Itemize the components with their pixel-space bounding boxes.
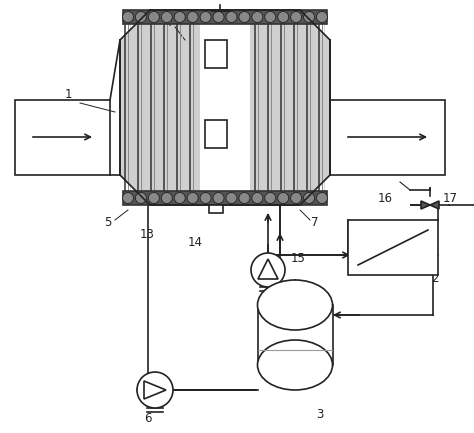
Circle shape: [213, 193, 224, 204]
Bar: [209, 205, 223, 213]
Circle shape: [137, 372, 173, 408]
Polygon shape: [120, 10, 330, 205]
Circle shape: [122, 12, 134, 23]
Text: 15: 15: [291, 252, 305, 265]
Polygon shape: [144, 381, 166, 399]
Circle shape: [213, 12, 224, 23]
Circle shape: [252, 12, 263, 23]
Circle shape: [239, 12, 250, 23]
Circle shape: [174, 193, 185, 204]
Bar: [205, 40, 227, 68]
Bar: [123, 10, 327, 24]
Circle shape: [187, 12, 198, 23]
Text: 3: 3: [316, 408, 324, 421]
Circle shape: [161, 12, 173, 23]
Bar: [205, 120, 227, 148]
Text: 1: 1: [64, 88, 72, 101]
Text: 4: 4: [164, 16, 172, 29]
Circle shape: [148, 193, 159, 204]
Circle shape: [278, 193, 289, 204]
Circle shape: [161, 193, 173, 204]
Polygon shape: [430, 201, 439, 209]
Circle shape: [265, 12, 276, 23]
Circle shape: [251, 253, 285, 287]
Circle shape: [291, 193, 301, 204]
Circle shape: [317, 193, 328, 204]
Bar: [200, 10, 250, 205]
Circle shape: [200, 193, 211, 204]
Circle shape: [122, 193, 134, 204]
Circle shape: [303, 12, 315, 23]
Polygon shape: [421, 201, 430, 209]
Circle shape: [200, 12, 211, 23]
Circle shape: [291, 12, 301, 23]
Circle shape: [136, 193, 146, 204]
Ellipse shape: [257, 340, 332, 390]
Text: 7: 7: [311, 216, 319, 229]
Text: 6: 6: [144, 411, 152, 424]
Circle shape: [239, 193, 250, 204]
Bar: [123, 191, 327, 205]
Text: 13: 13: [139, 229, 155, 242]
Text: 14: 14: [188, 236, 202, 249]
Circle shape: [187, 193, 198, 204]
Polygon shape: [258, 259, 278, 279]
Text: 13: 13: [246, 9, 260, 22]
Text: 16: 16: [377, 191, 392, 204]
Bar: [258, 305, 333, 365]
Circle shape: [303, 193, 315, 204]
Circle shape: [174, 12, 185, 23]
Bar: [330, 100, 445, 175]
Circle shape: [226, 12, 237, 23]
Bar: [15, 100, 110, 175]
Circle shape: [278, 12, 289, 23]
Circle shape: [317, 12, 328, 23]
Text: 5: 5: [104, 216, 112, 229]
Text: 17: 17: [443, 191, 457, 204]
Circle shape: [252, 193, 263, 204]
Bar: [348, 220, 438, 275]
Circle shape: [265, 193, 276, 204]
Text: 2: 2: [431, 271, 439, 284]
Circle shape: [136, 12, 146, 23]
Circle shape: [148, 12, 159, 23]
Ellipse shape: [257, 280, 332, 330]
Circle shape: [226, 193, 237, 204]
